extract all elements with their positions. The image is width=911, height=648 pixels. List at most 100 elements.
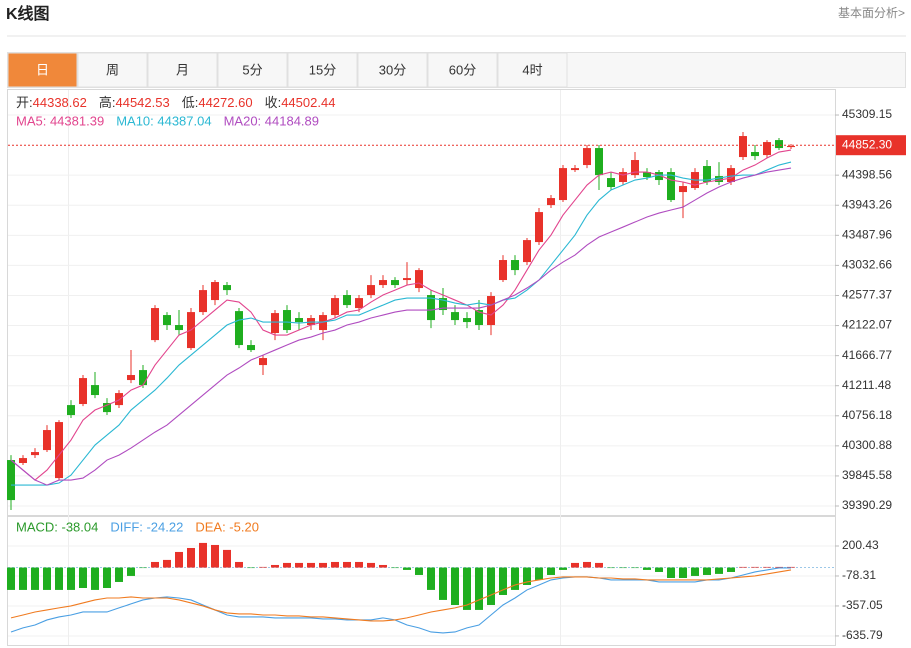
- ohlc-label: 低:: [182, 95, 199, 110]
- candle-body: [619, 172, 627, 183]
- macd-bar: [115, 567, 123, 582]
- macd-bar: [667, 567, 675, 578]
- tab-label[interactable]: 15分: [309, 62, 336, 77]
- y-tick-label: 39390.29: [842, 498, 892, 512]
- candle-body: [463, 318, 471, 323]
- tab[interactable]: [427, 52, 498, 88]
- tab[interactable]: [147, 52, 218, 88]
- candle-body: [19, 458, 27, 464]
- fundamental-link[interactable]: 基本面分析>: [838, 6, 905, 20]
- tab[interactable]: [497, 52, 568, 88]
- candle-body: [271, 313, 279, 334]
- macd-bar: [427, 567, 435, 590]
- macd-bar: [415, 567, 423, 575]
- macd-bar: [727, 567, 735, 572]
- macd-bar: [379, 564, 387, 568]
- page-title: K线图: [6, 4, 50, 23]
- macd-bar: [151, 561, 159, 568]
- ohlc-info: 开:44338.62: [16, 95, 87, 110]
- y-tick-label: 44398.56: [842, 167, 892, 181]
- legend-entry: MA5: 44381.39: [16, 113, 104, 128]
- tab-label[interactable]: 60分: [449, 62, 476, 77]
- candle-body: [379, 280, 387, 286]
- candle-body: [199, 290, 207, 313]
- macd-bar: [79, 567, 87, 588]
- ohlc-value: 44502.44: [281, 95, 335, 110]
- candle-body: [223, 285, 231, 291]
- macd-bar: [703, 567, 711, 575]
- tab-label[interactable]: 周: [106, 62, 119, 77]
- y-tick-label: 42122.07: [842, 318, 892, 332]
- macd-bar: [55, 567, 63, 590]
- tab-label[interactable]: 月: [176, 62, 189, 77]
- macd-bar: [223, 549, 231, 568]
- candle-body: [727, 168, 735, 183]
- last-price-label: 44852.30: [842, 137, 892, 151]
- candle-body: [715, 176, 723, 183]
- tab-label[interactable]: 日: [36, 62, 49, 77]
- candle-body: [763, 142, 771, 156]
- candle-body: [547, 198, 555, 206]
- tab-label[interactable]: 4时: [522, 62, 542, 77]
- macd-bar: [463, 567, 471, 610]
- legend-entry: DEA: -5.20: [195, 519, 259, 534]
- candle-body: [739, 136, 747, 158]
- candle-body: [523, 240, 531, 263]
- tab[interactable]: [357, 52, 428, 88]
- candle-body: [175, 325, 183, 331]
- macd-bar: [499, 567, 507, 595]
- macd-bar: [631, 567, 639, 569]
- y-tick-label: 41666.77: [842, 348, 892, 362]
- candle-body: [631, 160, 639, 176]
- y-tick-label: 41211.48: [842, 378, 891, 392]
- macd-bar: [127, 567, 135, 576]
- ohlc-label: 高:: [99, 95, 116, 110]
- y-tick-label: 39845.58: [842, 468, 892, 482]
- candle-body: [607, 178, 615, 188]
- macd-bar: [19, 567, 27, 590]
- ohlc-label: 收:: [265, 95, 282, 110]
- macd-bar: [319, 562, 327, 568]
- macd-bar: [583, 561, 591, 568]
- macd-bar: [259, 566, 267, 568]
- candle-body: [235, 311, 243, 346]
- candle-body: [559, 168, 567, 201]
- price-panel: [7, 89, 836, 516]
- macd-bar: [247, 567, 255, 569]
- ohlc-label: 开:: [16, 95, 33, 110]
- macd-bar: [31, 567, 39, 590]
- tab[interactable]: [287, 52, 358, 88]
- candle-body: [79, 378, 87, 405]
- macd-bar: [43, 567, 51, 590]
- legend-entry: MA10: 44387.04: [116, 113, 211, 128]
- candle-body: [583, 148, 591, 166]
- candle-body: [163, 315, 171, 326]
- candle-body: [295, 318, 303, 323]
- macd-bar: [211, 544, 219, 568]
- candle-body: [55, 422, 63, 479]
- tab-label[interactable]: 30分: [379, 62, 406, 77]
- tab[interactable]: [7, 52, 78, 88]
- ohlc-info: 低:44272.60: [182, 95, 253, 110]
- ma-line: [11, 161, 792, 486]
- macd-bar: [559, 567, 567, 570]
- tab[interactable]: [217, 52, 288, 88]
- candle-body: [403, 278, 411, 281]
- y-tick-label: 43032.66: [842, 258, 892, 272]
- macd-bar: [403, 567, 411, 570]
- y-tick-label: -78.31: [842, 568, 876, 582]
- y-tick-label: -635.79: [842, 628, 883, 642]
- candle-body: [655, 172, 663, 181]
- macd-bar: [163, 559, 171, 568]
- macd-bar: [235, 561, 243, 568]
- y-tick-label: 40756.18: [842, 408, 892, 422]
- macd-bar: [775, 566, 783, 568]
- tab-label[interactable]: 5分: [242, 62, 262, 77]
- macd-bar: [571, 562, 579, 568]
- macd-bar: [679, 567, 687, 578]
- macd-bar: [271, 564, 279, 568]
- candle-body: [787, 146, 795, 148]
- candle-body: [751, 152, 759, 157]
- macd-bar: [511, 567, 519, 590]
- tab[interactable]: [77, 52, 148, 88]
